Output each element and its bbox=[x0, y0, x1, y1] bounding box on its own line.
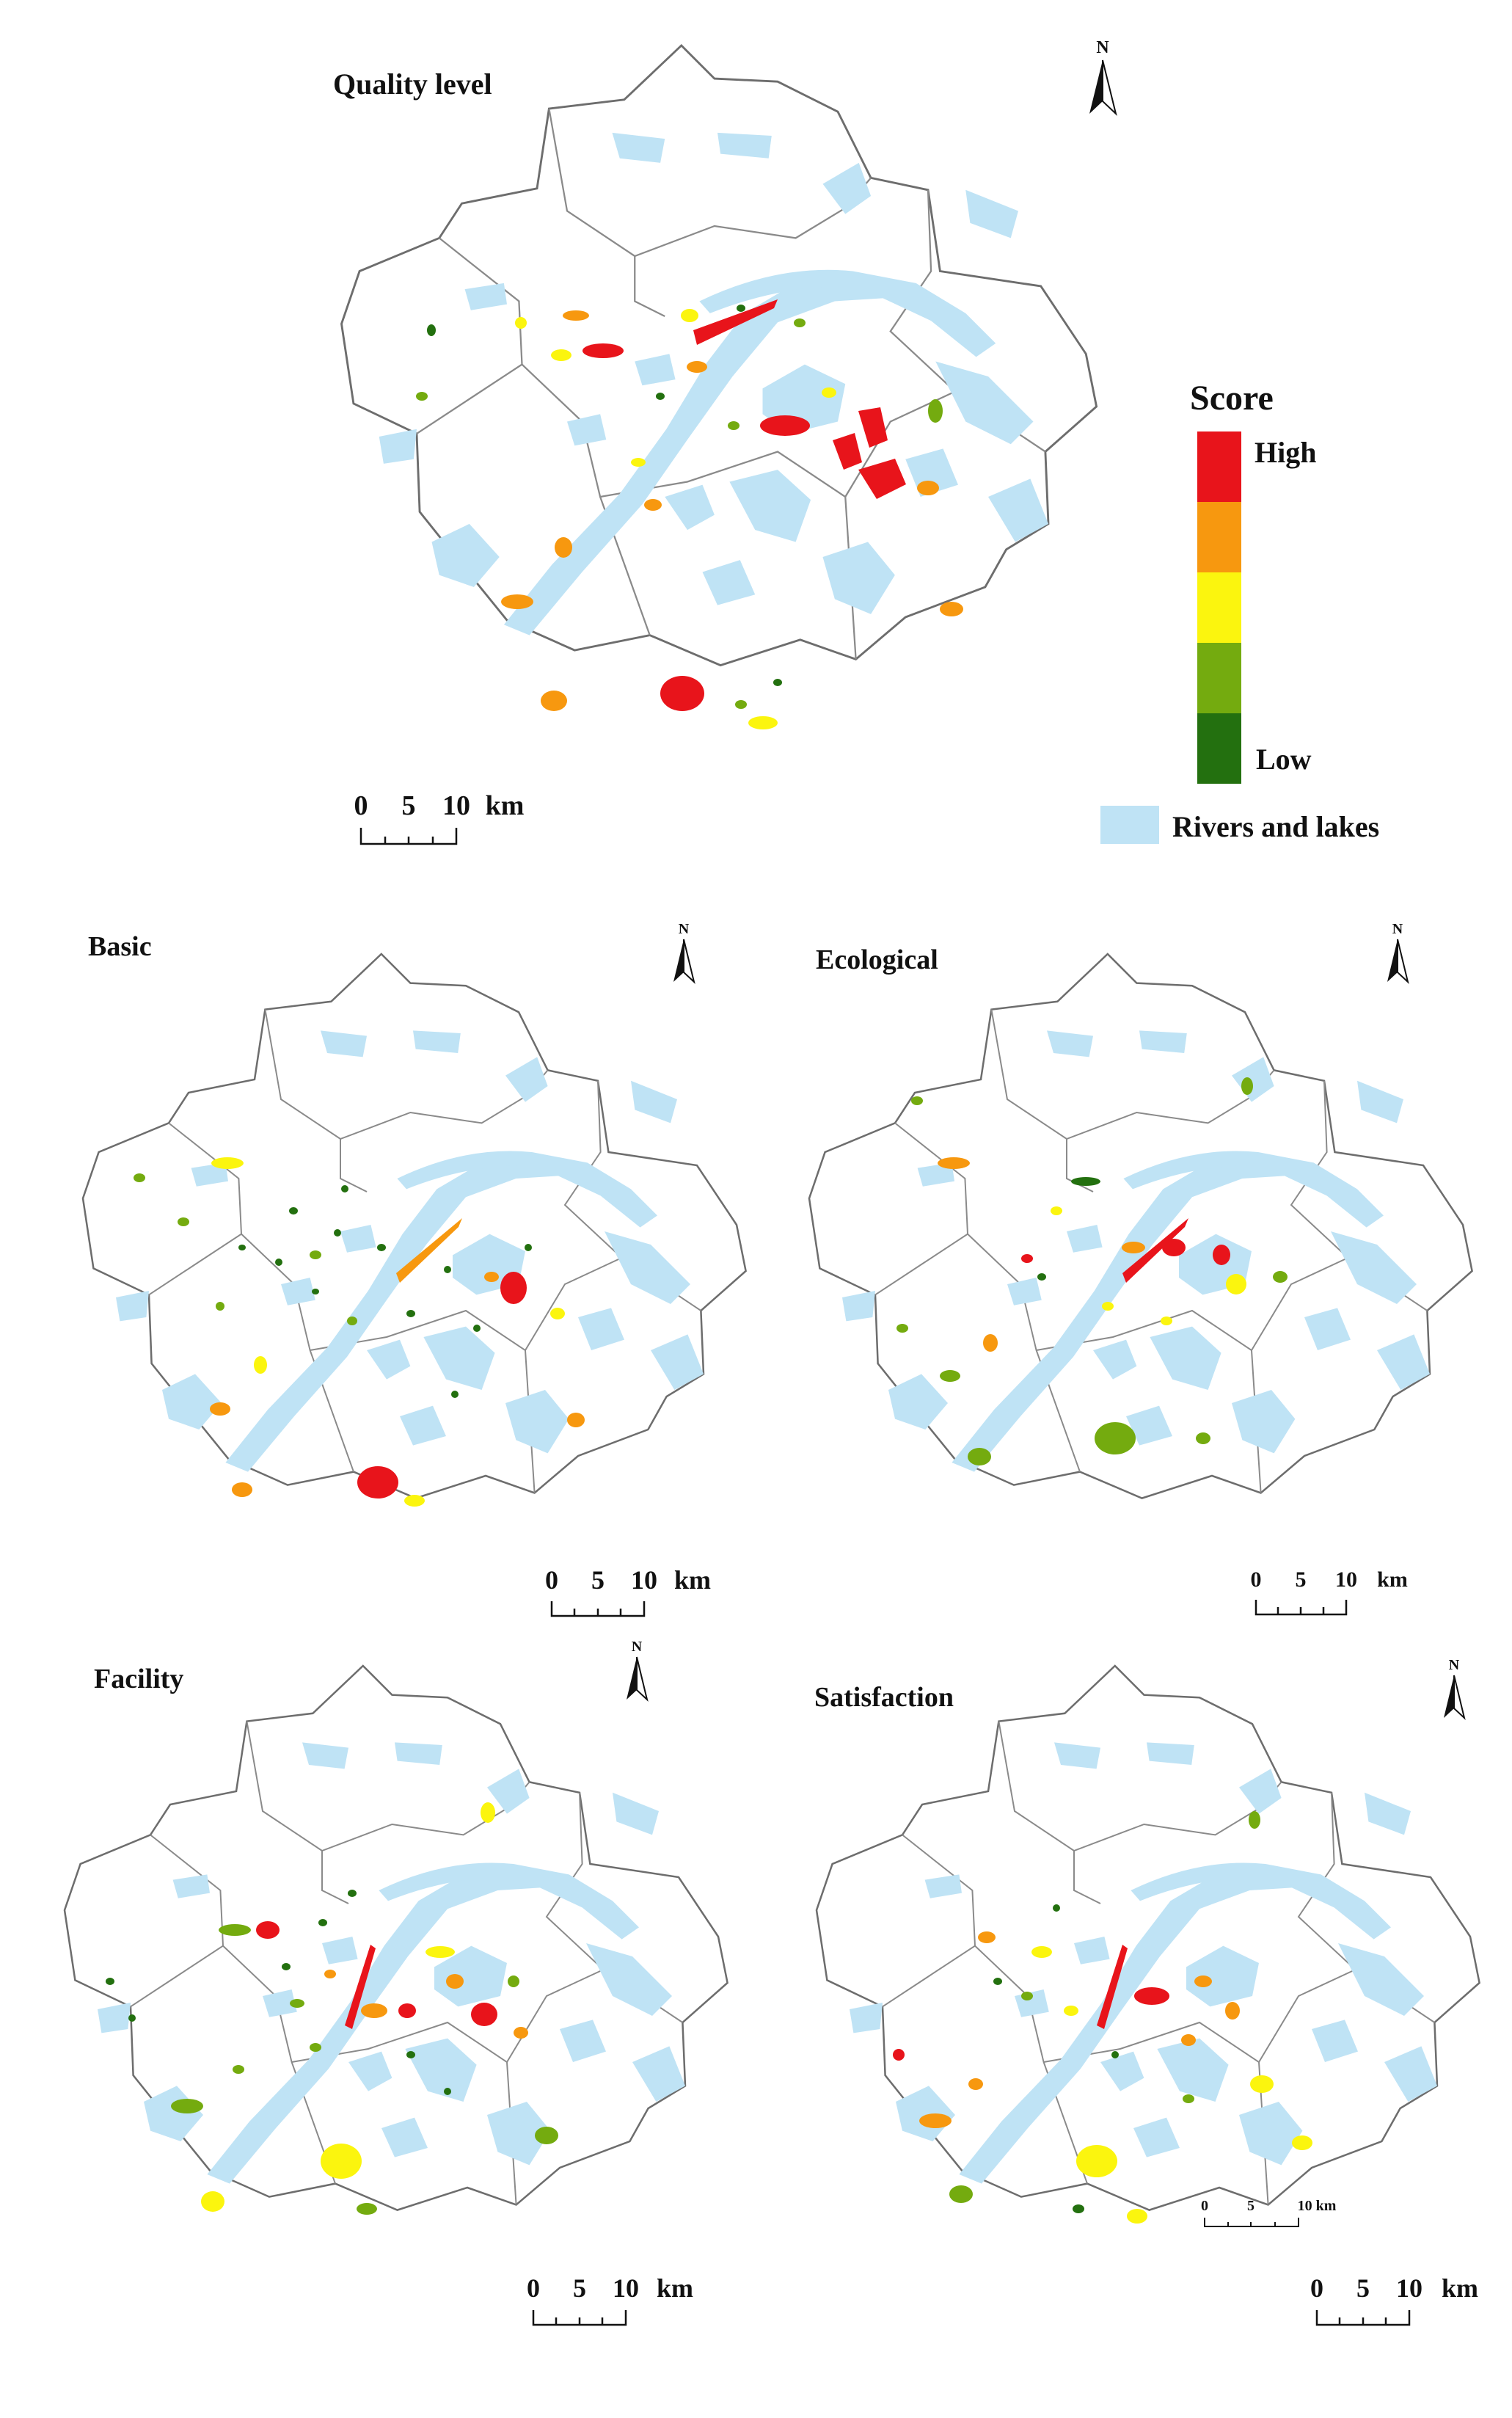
svg-text:0: 0 bbox=[545, 1565, 558, 1595]
svg-text:10: 10 bbox=[1335, 1567, 1357, 1592]
legend-title: Score bbox=[1190, 379, 1274, 418]
map-panel-satisfaction: Satisfaction N 0 5 10 km 0 5 10 km bbox=[814, 1657, 1480, 2326]
legend-swatch-low bbox=[1197, 713, 1241, 784]
svg-text:0: 0 bbox=[354, 790, 368, 821]
scale-bar-inset: 0 5 10 km bbox=[1201, 2198, 1337, 2227]
svg-text:5: 5 bbox=[1247, 2198, 1254, 2214]
panel-title: Basic bbox=[88, 931, 152, 962]
svg-text:5: 5 bbox=[1296, 1567, 1307, 1592]
svg-text:N: N bbox=[1392, 921, 1403, 937]
panel-title: Quality level bbox=[333, 68, 492, 101]
svg-text:N: N bbox=[1449, 1657, 1460, 1673]
north-arrow: N bbox=[1387, 921, 1409, 984]
legend-swatch-4 bbox=[1197, 643, 1241, 713]
svg-text:10: 10 bbox=[631, 1565, 657, 1595]
park-patches-ecological bbox=[896, 1077, 1288, 1465]
map-panel-quality: Quality level N 0 5 10 km bbox=[333, 38, 1117, 845]
north-arrow: N bbox=[627, 1639, 649, 1702]
svg-text:10: 10 bbox=[1396, 2273, 1422, 2303]
scale-bar: 0 5 10 km bbox=[545, 1565, 711, 1617]
panel-title: Satisfaction bbox=[814, 1682, 954, 1713]
svg-text:km: km bbox=[657, 2273, 693, 2303]
legend-water-swatch bbox=[1100, 806, 1159, 844]
svg-text:km: km bbox=[1377, 1567, 1408, 1592]
map-panel-ecological: Ecological N 0 5 10 km bbox=[808, 921, 1473, 1616]
svg-text:0: 0 bbox=[1251, 1567, 1262, 1592]
legend: Score High Low Rivers and lakes bbox=[1100, 379, 1379, 844]
svg-text:5: 5 bbox=[402, 790, 416, 821]
north-arrow: N bbox=[673, 921, 695, 984]
svg-text:0: 0 bbox=[1310, 2273, 1323, 2303]
panel-title: Facility bbox=[94, 1664, 183, 1694]
legend-water-label: Rivers and lakes bbox=[1172, 810, 1379, 843]
svg-text:10: 10 bbox=[613, 2273, 639, 2303]
svg-text:10 km: 10 km bbox=[1298, 2198, 1337, 2214]
svg-text:10: 10 bbox=[442, 790, 470, 821]
north-label: N bbox=[1096, 38, 1109, 57]
scale-bar: 0 5 10 km bbox=[354, 790, 525, 845]
map-panel-facility: Facility N 0 5 10 km bbox=[63, 1639, 728, 2326]
svg-text:N: N bbox=[679, 921, 690, 937]
svg-text:0: 0 bbox=[1201, 2198, 1208, 2214]
legend-high-label: High bbox=[1254, 436, 1316, 469]
park-patches-facility bbox=[106, 1802, 558, 2215]
north-arrow: N bbox=[1444, 1657, 1466, 1720]
svg-text:km: km bbox=[486, 790, 525, 821]
legend-swatch-3 bbox=[1197, 572, 1241, 643]
scale-bar: 0 5 10 km bbox=[1251, 1567, 1408, 1616]
panel-title: Ecological bbox=[816, 944, 938, 975]
svg-text:5: 5 bbox=[1356, 2273, 1370, 2303]
svg-text:km: km bbox=[1442, 2273, 1478, 2303]
north-arrow: N bbox=[1089, 38, 1117, 117]
park-patches-quality bbox=[416, 299, 963, 729]
legend-swatch-high bbox=[1197, 431, 1241, 502]
svg-text:N: N bbox=[632, 1639, 643, 1655]
svg-text:km: km bbox=[674, 1565, 711, 1595]
legend-swatch-2 bbox=[1197, 502, 1241, 572]
scale-bar: 0 5 10 km bbox=[1310, 2273, 1478, 2326]
legend-low-label: Low bbox=[1256, 743, 1312, 776]
scale-bar: 0 5 10 km bbox=[527, 2273, 693, 2326]
map-panel-basic: Basic N 0 5 10 km bbox=[81, 921, 747, 1617]
svg-text:5: 5 bbox=[573, 2273, 586, 2303]
svg-text:5: 5 bbox=[591, 1565, 605, 1595]
park-patches-satisfaction bbox=[893, 1811, 1312, 2224]
park-patches-basic bbox=[134, 1157, 585, 1507]
svg-text:0: 0 bbox=[527, 2273, 540, 2303]
